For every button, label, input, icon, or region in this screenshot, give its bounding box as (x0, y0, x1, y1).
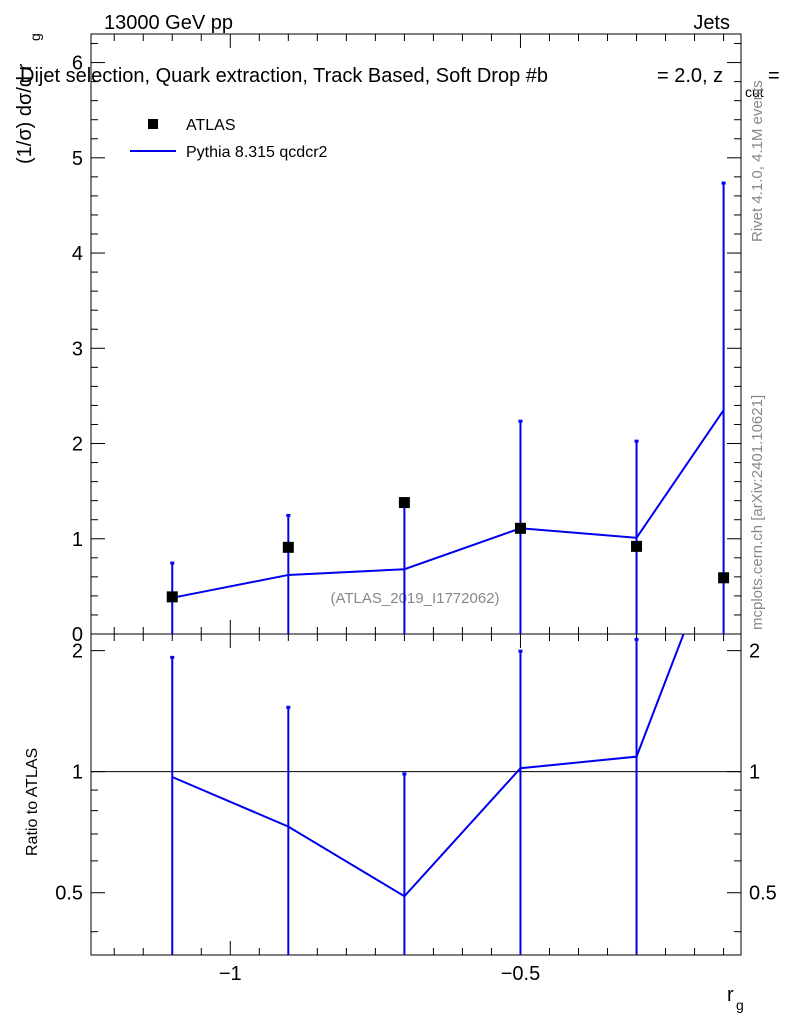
main-mc-error-cap (518, 419, 523, 423)
main-y-tick-label: 3 (72, 338, 83, 360)
main-data-point (282, 541, 294, 553)
process-label: Jets (693, 12, 730, 34)
chart-title: Dijet selection, Quark extraction, Track… (20, 65, 548, 87)
ratio-mc-clipped (170, 634, 685, 955)
ratio-mc-series (170, 634, 685, 955)
main-data-point (718, 572, 730, 584)
ratio-mc-line (171, 634, 685, 898)
ratio-y-axis-label: Ratio to ATLAS (24, 748, 41, 856)
main-y-tick-label: 2 (72, 434, 83, 456)
main-data-point (514, 522, 526, 534)
mcplots-label: mcplots.cern.ch [arXiv:2401.10621] (749, 395, 766, 630)
main-y-tick-label: 1 (72, 529, 83, 551)
main-data-point (166, 591, 178, 603)
ratio-mc-error-cap (170, 655, 175, 659)
ratio-plot-frame (90, 633, 742, 956)
main-y-axis-label-sub: g (27, 33, 43, 41)
main-y-tick-label: 5 (72, 148, 83, 170)
main-mc-series (170, 181, 726, 634)
main-y-tick-label: 0 (72, 624, 83, 646)
beta-label: = 2.0, z (657, 65, 723, 87)
ratio-mc-error-cap (634, 637, 639, 641)
main-data-series (166, 497, 730, 603)
x-tick-label: −0.5 (501, 963, 540, 985)
main-y-axis-label: (1/σ) dσ/d r (14, 63, 36, 164)
main-mc-error-cap (721, 181, 726, 185)
rivet-label: Rivet 4.1.0, 4.1M events (749, 80, 766, 242)
main-mc-error-cap (634, 439, 639, 443)
main-mc-error-cap (286, 513, 291, 517)
energy-label: 13000 GeV pp (104, 12, 233, 34)
legend-mc-label: Pythia 8.315 qcdcr2 (186, 144, 328, 161)
main-data-point (398, 497, 410, 509)
zcut-equals: = (768, 65, 780, 87)
ratio-axis-ticks: 0.5 0.5 1 1 2 2 (55, 641, 777, 933)
x-axis-label-sub: g (736, 997, 744, 1013)
ratio-mc-error-cap (518, 649, 523, 653)
main-y-tick-label: 6 (72, 53, 83, 75)
x-tick-label: −1 (219, 963, 242, 985)
main-y-tick-label: 4 (72, 243, 83, 265)
zcut-subscript: cut (745, 84, 764, 100)
main-data-point (631, 540, 643, 552)
ratio-y-tick-label-right: 1 (749, 762, 760, 784)
x-axis-label: r (727, 984, 734, 1006)
ratio-mc-error-cap (286, 705, 291, 709)
ratio-y-tick-label: 1 (72, 762, 83, 784)
main-mc-error-cap (170, 561, 175, 565)
ratio-y-tick-label: 2 (72, 641, 83, 663)
ratio-mc-error-cap (402, 772, 407, 776)
ratio-y-tick-label: 0.5 (55, 883, 83, 905)
ratio-y-tick-label-right: 0.5 (749, 883, 777, 905)
x-axis-ticks: −1 −0.5 (113, 34, 725, 985)
analysis-watermark: (ATLAS_2019_I1772062) (330, 590, 499, 607)
legend-data-marker (148, 119, 158, 129)
legend-data-label: ATLAS (186, 117, 236, 134)
ratio-y-tick-label-right: 2 (749, 641, 760, 663)
main-mc-line (172, 409, 725, 599)
main-axis-ticks: 0 1 2 3 4 5 6 (72, 43, 741, 646)
